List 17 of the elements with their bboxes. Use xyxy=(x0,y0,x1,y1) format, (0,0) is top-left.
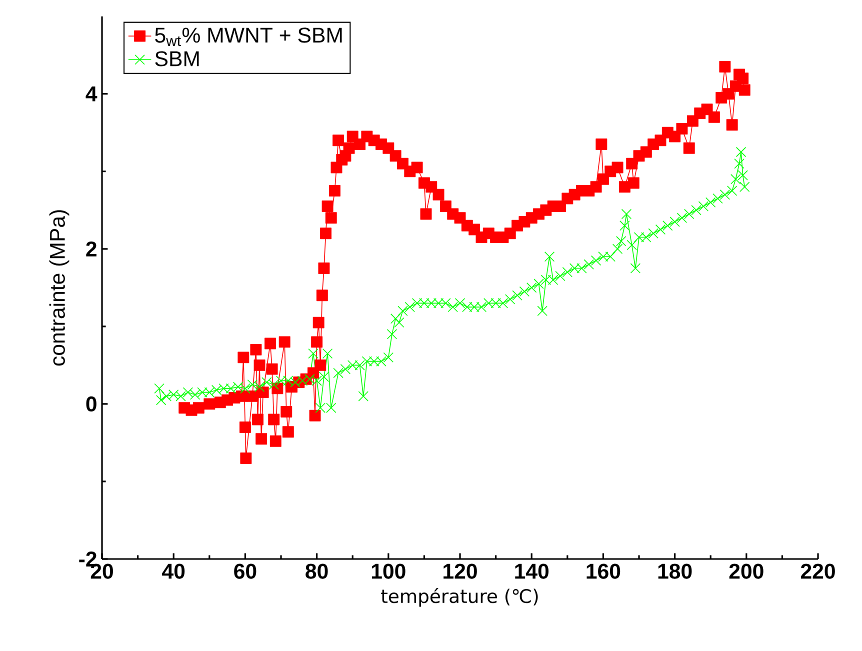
y-axis-title: contrainte (MPa) xyxy=(49,210,70,366)
x-tick-label: 100 xyxy=(372,564,406,579)
x-tick-label: 220 xyxy=(800,564,835,579)
x-tick-label: 60 xyxy=(234,564,256,579)
y-tick-label: 4 xyxy=(86,86,98,102)
x-tick-label: 160 xyxy=(586,564,620,579)
legend-label: 5$_{wt}$% MWNT + SBM xyxy=(155,28,342,46)
y-tick-label: 2 xyxy=(86,241,96,256)
y-tick-label: 0 xyxy=(86,396,96,412)
x-axis-title: température (℃) xyxy=(381,588,538,607)
legend-label: SBM xyxy=(155,51,199,66)
x-tick-label: 180 xyxy=(658,564,692,579)
x-tick-label: 40 xyxy=(162,564,185,579)
x-tick-label: 200 xyxy=(729,564,764,579)
x-tick-label: 140 xyxy=(515,564,549,579)
x-tick-label: 80 xyxy=(306,564,328,579)
x-tick-label: 120 xyxy=(444,564,477,579)
